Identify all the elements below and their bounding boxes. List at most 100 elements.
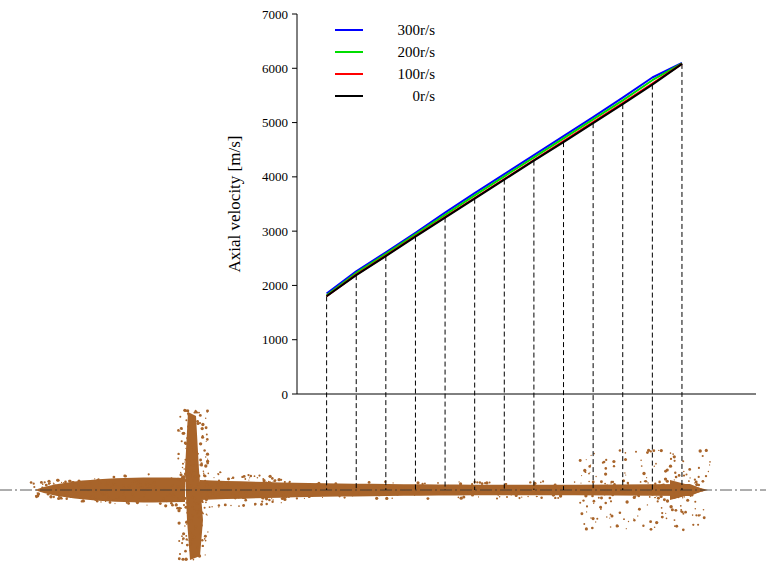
cloud-particle: [625, 474, 626, 475]
cloud-particle: [197, 501, 200, 504]
lines: [327, 63, 682, 296]
cloud-particle: [191, 416, 192, 417]
y-tick: [292, 68, 297, 69]
cloud-particle: [236, 495, 238, 497]
cloud-particle: [206, 495, 208, 497]
cloud-particle: [289, 481, 291, 483]
cloud-particle: [216, 484, 219, 487]
centerline: [0, 490, 766, 491]
cloud-particle: [589, 472, 590, 473]
cloud-particle: [588, 473, 590, 475]
cloud-particle: [681, 494, 683, 496]
cloud-particle: [682, 528, 685, 531]
drop-line: [652, 85, 653, 490]
cloud-particle: [61, 482, 62, 483]
cloud-particle: [94, 498, 97, 501]
cloud-particle: [191, 534, 194, 537]
legend: 300r/s200r/s100r/s0r/s: [335, 22, 435, 104]
cloud-particle: [674, 492, 675, 493]
cloud-particle: [182, 532, 185, 535]
cloud-particle: [262, 485, 263, 486]
cloud-particle: [654, 483, 656, 485]
cloud-particle: [64, 491, 66, 493]
cloud-particle: [185, 419, 187, 421]
y-tick-label: 7000: [262, 7, 288, 22]
cloud-particle: [269, 492, 271, 494]
cloud-particle: [191, 447, 193, 449]
cloud-particle: [171, 477, 173, 479]
cloud-particle: [448, 485, 449, 486]
cloud-particle: [591, 527, 594, 530]
cloud-particle: [588, 465, 591, 468]
cloud-particle: [662, 483, 665, 486]
cloud-particle: [683, 471, 685, 473]
cloud-particle: [53, 482, 54, 483]
cloud-particle: [301, 491, 303, 493]
cloud-particle: [207, 481, 208, 482]
cloud-particle: [61, 498, 63, 500]
cloud-particle: [87, 490, 88, 491]
cloud-particle: [281, 490, 283, 492]
drop-line: [415, 237, 416, 490]
cloud-particle: [375, 497, 378, 500]
cloud-particle: [640, 459, 642, 461]
cloud-particle: [184, 461, 185, 462]
cloud-particle: [284, 481, 285, 482]
legend-label: 0r/s: [413, 88, 436, 104]
cloud-particle: [663, 498, 666, 501]
cloud-particle: [109, 501, 112, 504]
cloud-particle: [443, 492, 446, 495]
legend-swatch: [335, 29, 363, 31]
cloud-particle: [203, 475, 206, 478]
cloud-particle: [35, 495, 38, 498]
cloud-particle: [695, 514, 697, 516]
cloud-particle: [678, 474, 681, 477]
cloud-particle: [705, 475, 707, 477]
cloud-particle: [204, 475, 206, 477]
cloud-particle: [694, 501, 696, 503]
cloud-particle: [131, 482, 134, 485]
cloud-particle: [667, 486, 669, 488]
cloud-particle: [224, 503, 227, 506]
cloud-particle: [241, 476, 243, 478]
cloud-particle: [414, 495, 415, 496]
cloud-particle: [637, 515, 638, 516]
cloud-particle: [651, 493, 654, 496]
cloud-particle: [376, 485, 379, 488]
cloud-particle: [602, 462, 604, 464]
cloud-particle: [250, 484, 253, 487]
cloud-particle: [481, 484, 482, 485]
cloud-particle: [674, 479, 675, 480]
cloud-particle: [33, 486, 35, 488]
cloud-particle: [698, 467, 700, 469]
cloud-particle: [181, 535, 183, 537]
cloud-particle: [655, 463, 657, 465]
cloud-particle: [624, 458, 627, 461]
cloud-particle: [219, 471, 221, 473]
cloud-particle: [122, 484, 124, 486]
y-tick-label: 4000: [262, 169, 288, 184]
cloud-particle: [368, 481, 371, 484]
cloud-particle: [695, 483, 698, 486]
cloud-particle: [218, 504, 220, 506]
cloud-particle: [644, 480, 647, 483]
cloud-particle: [647, 481, 648, 482]
cloud-particle: [200, 499, 203, 502]
cloud-particle: [190, 471, 192, 473]
cloud-particle: [276, 484, 279, 487]
cloud-particle: [339, 490, 340, 491]
cloud-particle: [680, 490, 682, 492]
cloud-particle: [178, 540, 180, 542]
cloud-particle: [536, 496, 537, 497]
cloud-particle: [398, 489, 399, 490]
cloud-particle: [74, 494, 77, 497]
cloud-particle: [687, 487, 690, 490]
cloud-particle: [182, 432, 185, 435]
cloud-particle: [257, 477, 259, 479]
cloud-particle: [481, 482, 484, 485]
cloud-particle: [613, 465, 615, 467]
cloud-particle: [244, 499, 247, 502]
cloud-particle: [623, 492, 625, 494]
cloud-particle: [85, 484, 86, 485]
cloud-particle: [605, 459, 607, 461]
